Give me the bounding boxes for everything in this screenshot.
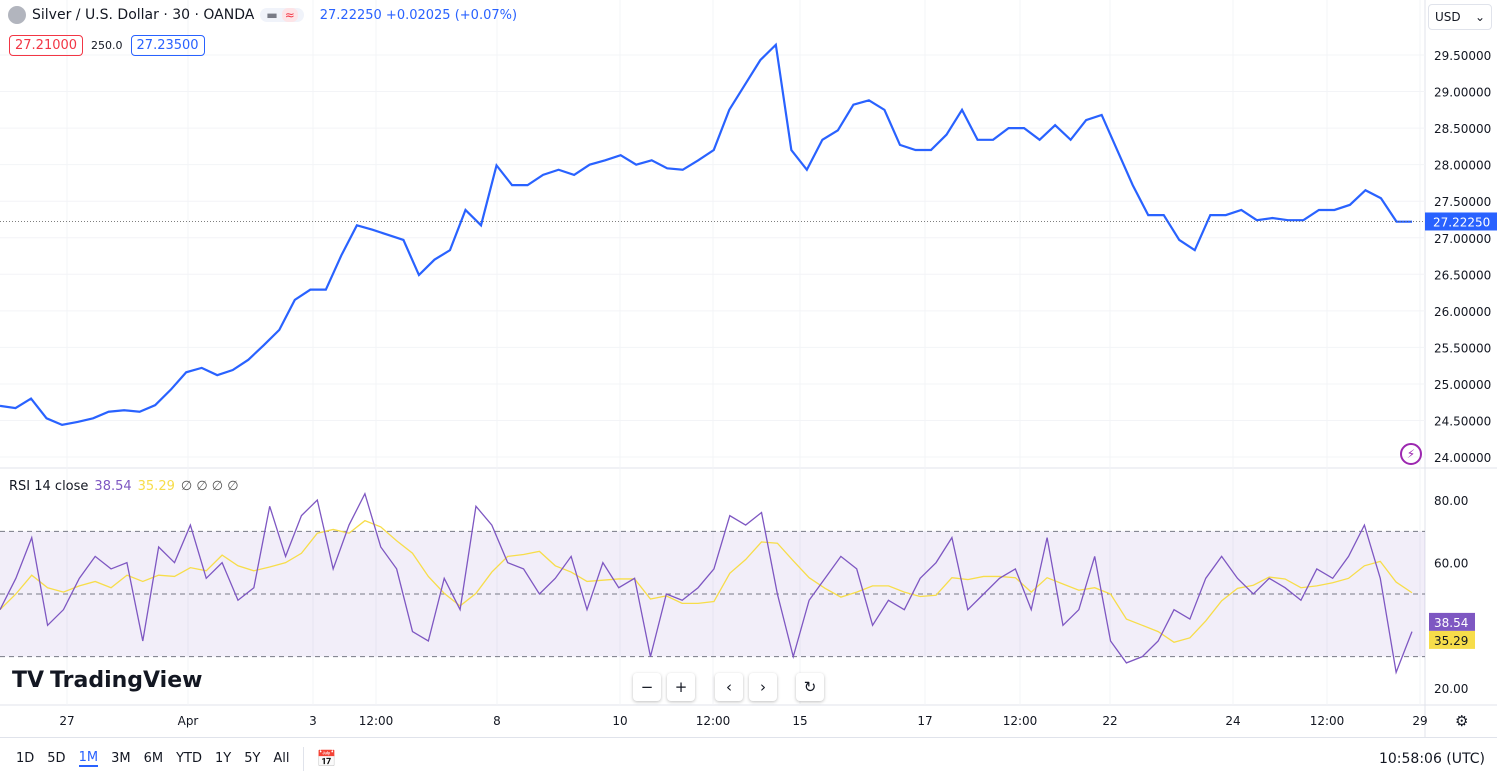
rsi-last-label-badge — [1429, 612, 1475, 631]
range-5d[interactable]: 5D — [47, 751, 66, 766]
symbol-title[interactable]: Silver / U.S. Dollar · 30 · OANDA — [32, 7, 255, 23]
scroll-left-button[interactable]: ‹ — [715, 673, 743, 701]
price-tick-label: 27.50000 — [1434, 195, 1491, 209]
range-6m[interactable]: 6M — [143, 751, 164, 766]
time-tick-label: 12:00 — [359, 714, 394, 728]
chevron-down-icon: ⌄ — [1474, 10, 1485, 24]
rsi-tick-label: 60.00 — [1434, 557, 1468, 571]
rsi-title[interactable]: RSI 14 close — [9, 479, 89, 494]
last-price-label: 27.22250 — [1433, 215, 1490, 229]
time-tick-label: 12:00 — [1310, 714, 1345, 728]
price-tick-label: 24.00000 — [1434, 451, 1491, 465]
currency-select[interactable]: USD ⌄ — [1428, 4, 1492, 30]
range-all[interactable]: All — [273, 751, 290, 766]
range-ytd[interactable]: YTD — [176, 751, 202, 766]
reset-chart-button[interactable]: ↻ — [796, 673, 824, 701]
range-1m[interactable]: 1M — [78, 750, 99, 767]
time-tick-label: 27 — [59, 714, 74, 728]
symbol-legend: Silver / U.S. Dollar · 30 · OANDA ▬ ≈ 27.… — [8, 6, 517, 24]
tradingview-logo[interactable]: 𝗧𝗩 TradingView — [12, 668, 202, 693]
time-tick-label: 17 — [917, 714, 932, 728]
range-3m[interactable]: 3M — [111, 751, 131, 766]
divider — [302, 746, 304, 771]
rsi-na-values: ∅ ∅ ∅ ∅ — [180, 479, 239, 494]
rsi-line — [0, 491, 1413, 675]
rsi-ma-value: 35.29 — [137, 479, 175, 494]
bid-ask: 27.21000 250.0 27.23500 — [9, 35, 205, 56]
buy-button[interactable]: 27.23500 — [130, 35, 205, 56]
minus-icon: ▬ — [266, 8, 278, 22]
time-tick-label: 24 — [1225, 714, 1240, 728]
price-tick-label: 29.50000 — [1434, 49, 1491, 63]
reset-controls: ↻ — [796, 673, 824, 701]
rsi-ma-line — [0, 519, 1413, 643]
rsi-tick-label: 20.00 — [1434, 682, 1468, 696]
settings-icon[interactable]: ⚙ — [1455, 712, 1469, 730]
range-5y[interactable]: 5Y — [244, 751, 261, 766]
price-tick-label: 28.50000 — [1434, 122, 1491, 136]
tv-logo-icon: 𝗧𝗩 — [12, 668, 45, 693]
rsi-value: 38.54 — [94, 479, 132, 494]
rsi-ma-last-label: 35.29 — [1434, 634, 1468, 648]
silver-symbol-icon — [8, 6, 26, 24]
rsi-last-label: 38.54 — [1434, 616, 1468, 630]
time-tick-label: 22 — [1102, 714, 1117, 728]
zoom-controls: − + — [633, 673, 695, 701]
currency-label: USD — [1435, 10, 1461, 24]
flash-icon[interactable]: ⚡ — [1400, 443, 1422, 465]
price-tick-label: 26.00000 — [1434, 305, 1491, 319]
range-1d[interactable]: 1D — [16, 751, 35, 766]
chart-canvas[interactable]: 29.50000 29.00000 28.50000 28.00000 27.50000… — [0, 0, 1497, 737]
approx-icon: ≈ — [281, 8, 298, 22]
price-tick-label: 25.50000 — [1434, 341, 1491, 355]
rsi-ma-last-label-badge — [1429, 630, 1475, 649]
zoom-out-button[interactable]: − — [633, 673, 661, 701]
rsi-tick-label: 80.00 — [1434, 494, 1468, 508]
price-tick-label: 24.50000 — [1434, 415, 1491, 429]
time-tick-label: 10 — [612, 714, 627, 728]
range-1y[interactable]: 1Y — [214, 751, 232, 766]
last-price: 27.22250 — [319, 7, 382, 23]
time-tick-label: 12:00 — [696, 714, 731, 728]
time-tick-label: Apr — [178, 714, 199, 728]
last-price-badge — [1425, 212, 1497, 231]
time-tick-label: 15 — [792, 714, 807, 728]
price-tick-label: 26.50000 — [1434, 268, 1491, 282]
time-tick-label: 8 — [493, 714, 501, 728]
rsi-legend: RSI 14 close 38.54 35.29 ∅ ∅ ∅ ∅ — [9, 479, 239, 494]
zoom-in-button[interactable]: + — [667, 673, 695, 701]
price-line — [0, 42, 1412, 427]
market-status-pill[interactable]: ▬ ≈ — [260, 8, 304, 22]
calendar-goto-icon[interactable]: 📅 — [316, 749, 337, 768]
spread: 250.0 — [91, 39, 123, 52]
time-tick-label: 3 — [309, 714, 317, 728]
logo-text: TradingView — [50, 668, 203, 693]
clock: 10:58:06 (UTC) — [1378, 751, 1485, 767]
scroll-right-button[interactable]: › — [749, 673, 777, 701]
price-tick-label: 27.00000 — [1434, 232, 1491, 246]
time-tick-label: 12:00 — [1003, 714, 1038, 728]
time-tick-label: 29 — [1412, 714, 1427, 728]
scroll-controls: ‹ › — [715, 673, 777, 701]
price-tick-label: 28.00000 — [1434, 159, 1491, 173]
price-tick-label: 29.00000 — [1434, 86, 1491, 100]
price-change: +0.02025 (+0.07%) — [385, 7, 518, 23]
price-tick-label: 25.00000 — [1434, 378, 1491, 392]
range-bar: 1D 5D 1M 3M 6M YTD 1Y 5Y All 📅 — [0, 737, 1497, 779]
sell-button[interactable]: 27.21000 — [9, 35, 84, 56]
